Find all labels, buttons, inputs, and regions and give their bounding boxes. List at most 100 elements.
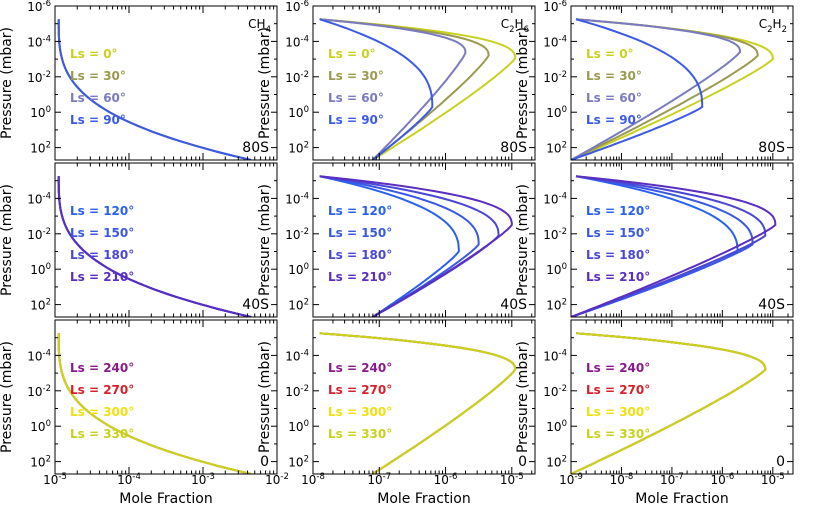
y-tick-label: 100	[30, 105, 51, 120]
series-line-ls-270	[571, 333, 765, 474]
y-tick-label: 100	[30, 419, 51, 434]
y-tick-label: 102	[546, 298, 567, 313]
y-tick-label: 10-2	[285, 70, 309, 85]
series-group	[571, 333, 765, 474]
legend-entry: Ls = 270°	[328, 383, 392, 397]
y-tick-label: 100	[30, 262, 51, 277]
latitude-label: 40S	[500, 297, 527, 313]
series-line-ls-120	[571, 176, 738, 317]
y-tick-label: 10-2	[543, 227, 567, 242]
legend-entry: Ls = 180°	[586, 248, 650, 262]
series-line-ls-180	[59, 176, 251, 317]
x-tick-label: 10-6	[434, 472, 458, 487]
series-line-ls-60	[59, 19, 251, 160]
y-tick-label: 10-2	[543, 384, 567, 399]
x-axis-title: Mole Fraction	[119, 491, 212, 507]
legend-entry: Ls = 270°	[70, 383, 134, 397]
latitude-label: 0	[776, 454, 785, 470]
panel-frame	[313, 163, 535, 317]
series-line-ls-0	[571, 19, 773, 160]
x-tick-label: 10-8	[301, 472, 325, 487]
x-axis-title: Mole Fraction	[377, 491, 470, 507]
panel-C2H2-80S: 10-6 10-4 10-2 100 102 Ls = 0° Ls = 30° Ls = 60…	[543, 0, 793, 160]
latitude-label: 80S	[758, 140, 785, 156]
legend-entry: Ls = 330°	[70, 427, 134, 441]
latitude-label: 0	[518, 454, 527, 470]
legend-entry: Ls = 210°	[70, 270, 134, 284]
y-tick-label: 102	[288, 298, 309, 313]
x-tick-label: 10-5	[43, 472, 67, 487]
x-tick-label: 10-5	[761, 472, 785, 487]
legend-entry: Ls = 0°	[70, 47, 118, 61]
legend-entry: Ls = 0°	[328, 47, 376, 61]
series-line-ls-90	[320, 19, 433, 160]
y-tick-label: 10-2	[27, 70, 51, 85]
legend-entry: Ls = 120°	[70, 204, 134, 218]
series-group	[59, 19, 251, 160]
legend-entry: Ls = 240°	[586, 361, 650, 375]
y-axis-title: Pressure (mbar)	[515, 341, 531, 453]
legend-entry: Ls = 90°	[328, 113, 384, 127]
series-group	[320, 176, 512, 317]
legend-entry: Ls = 300°	[70, 405, 134, 419]
latitude-label: 40S	[758, 297, 785, 313]
y-tick-label: 10-4	[285, 348, 309, 363]
series-line-ls-0	[320, 19, 515, 160]
legend-entry: Ls = 60°	[586, 91, 642, 105]
x-tick-label: 10-7	[367, 472, 391, 487]
series-line-ls-90	[571, 19, 702, 160]
y-tick-label: 10-6	[285, 0, 309, 14]
series-group	[59, 333, 251, 474]
series-line-ls-90	[59, 19, 251, 160]
series-line-ls-120	[59, 176, 251, 317]
legend-entry: Ls = 270°	[586, 383, 650, 397]
x-tick-label: 10-8	[610, 472, 634, 487]
panel-CH4-40S: 10-4 10-2 100 102 Ls = 120° Ls = 150° Ls = 180…	[27, 163, 277, 317]
y-tick-label: 10-2	[285, 384, 309, 399]
y-tick-label: 10-4	[27, 34, 51, 49]
y-tick-label: 10-4	[543, 34, 567, 49]
y-tick-label: 10-2	[285, 227, 309, 242]
legend-entry: Ls = 60°	[328, 91, 384, 105]
panel-CH4-0: 10-410-210010210-5 10-4 10-3 10-2Ls = 240°L…	[27, 320, 289, 487]
y-axis-title: Pressure (mbar)	[515, 27, 531, 139]
y-tick-label: 100	[546, 262, 567, 277]
series-group	[320, 19, 515, 160]
series-line-ls-300	[320, 333, 515, 474]
series-group	[571, 19, 773, 160]
legend-entry: Ls = 30°	[328, 69, 384, 83]
series-line-ls-30	[320, 19, 489, 160]
x-tick-label: 10-5	[500, 472, 524, 487]
series-line-ls-240	[571, 333, 765, 474]
y-tick-label: 100	[288, 105, 309, 120]
series-line-ls-270	[59, 333, 251, 474]
y-tick-label: 10-4	[543, 191, 567, 206]
legend-entry: Ls = 150°	[586, 226, 650, 240]
series-line-ls-150	[59, 176, 251, 317]
y-tick-label: 10-4	[27, 191, 51, 206]
y-tick-label: 102	[288, 141, 309, 156]
y-tick-label: 102	[288, 455, 309, 470]
x-tick-label: 10-6	[710, 472, 734, 487]
series-group	[571, 176, 775, 317]
legend-entry: Ls = 60°	[70, 91, 126, 105]
legend-entry: Ls = 120°	[586, 204, 650, 218]
panel-C2H2-40S: 10-4 10-2 100 102 Ls = 120° Ls = 150° Ls = 180…	[543, 163, 793, 317]
series-line-ls-330	[320, 333, 515, 474]
y-tick-label: 100	[546, 419, 567, 434]
x-tick-label: 10-4	[117, 472, 141, 487]
x-tick-label: 10-2	[265, 472, 289, 487]
species-sub2: 2	[782, 25, 787, 35]
species-base: C	[759, 17, 767, 31]
y-axis-title: Pressure (mbar)	[257, 341, 273, 453]
legend-entry: Ls = 90°	[70, 113, 126, 127]
y-tick-label: 10-6	[543, 0, 567, 14]
legend-entry: Ls = 30°	[70, 69, 126, 83]
series-line-ls-270	[320, 333, 515, 474]
y-axis-title: Pressure (mbar)	[257, 184, 273, 296]
legend-entry: Ls = 90°	[586, 113, 642, 127]
series-line-ls-0	[59, 19, 251, 160]
series-line-ls-330	[59, 333, 251, 474]
panel-C2H6-0: 10-410-210010210-8 10-7 10-6 10-5Ls = 240°L…	[285, 320, 535, 487]
panel-C2H6-40S: 10-4 10-2 100 102 Ls = 120° Ls = 150° Ls = 180…	[285, 163, 535, 317]
